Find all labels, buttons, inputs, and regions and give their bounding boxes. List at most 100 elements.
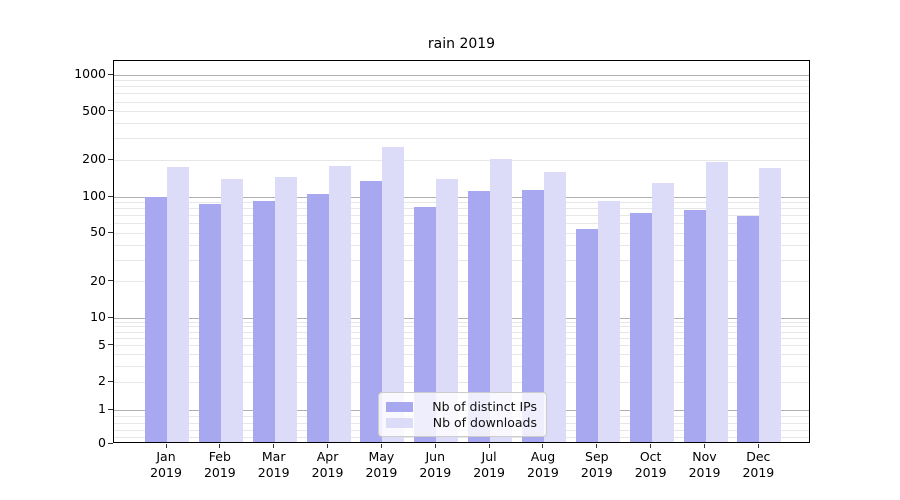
y-tick xyxy=(108,344,113,346)
minor-gridline xyxy=(114,326,809,328)
bar-distinct-ips xyxy=(737,215,760,442)
legend-swatch-distinct-ips xyxy=(386,401,413,412)
y-tick-label: 10 xyxy=(90,309,106,324)
x-tick-year: 2019 xyxy=(419,464,452,480)
x-tick-month: Apr xyxy=(316,449,339,464)
x-tick xyxy=(219,444,221,448)
minor-gridline xyxy=(114,123,809,125)
bar-downloads xyxy=(543,171,566,442)
major-gridline xyxy=(114,317,809,319)
bar-downloads xyxy=(167,167,189,442)
y-tick-label: 20 xyxy=(90,272,106,288)
minor-gridline xyxy=(114,232,809,234)
minor-gridline xyxy=(114,345,809,347)
bar-distinct-ips xyxy=(252,200,275,442)
minor-gridline xyxy=(114,244,809,246)
x-tick-year: 2019 xyxy=(688,464,721,480)
minor-gridline xyxy=(114,215,809,217)
x-tick-month: Jul xyxy=(481,449,497,464)
minor-gridline xyxy=(114,354,809,356)
x-tick-year: 2019 xyxy=(365,464,398,480)
y-tick-label: 50 xyxy=(90,224,106,240)
bar-distinct-ips xyxy=(145,197,167,442)
minor-gridline xyxy=(114,93,809,95)
minor-gridline xyxy=(114,281,809,283)
minor-gridline xyxy=(114,86,809,88)
bar-downloads xyxy=(328,165,351,442)
y-tick xyxy=(108,380,113,382)
x-tick xyxy=(596,444,598,448)
minor-gridline xyxy=(114,101,809,103)
y-tick-label: 0 xyxy=(98,435,106,450)
x-tick-year: 2019 xyxy=(203,464,236,480)
y-tick xyxy=(108,442,113,444)
y-tick xyxy=(108,231,113,233)
x-tick-year: 2019 xyxy=(257,464,290,480)
bar-downloads xyxy=(220,179,243,442)
x-tick-month: Nov xyxy=(692,449,717,464)
x-tick-label: Apr 2019 xyxy=(300,449,356,480)
x-tick-label: Dec 2019 xyxy=(730,449,786,480)
x-tick-year: 2019 xyxy=(742,464,775,480)
x-tick-label: Jun 2019 xyxy=(407,449,463,480)
y-tick-label: 1 xyxy=(98,401,106,416)
bar-downloads xyxy=(705,161,728,442)
minor-gridline xyxy=(114,365,809,367)
minor-gridline xyxy=(114,80,809,82)
bar-downloads xyxy=(274,176,297,442)
x-tick-month: Jan xyxy=(156,449,176,464)
y-tick-label: 2 xyxy=(98,373,106,389)
y-tick xyxy=(108,195,113,197)
x-tick-year: 2019 xyxy=(527,464,559,480)
chart-title: rain 2019 xyxy=(427,36,496,52)
minor-gridline xyxy=(114,159,809,161)
minor-gridline xyxy=(114,436,809,438)
minor-gridline xyxy=(114,259,809,261)
minor-gridline xyxy=(114,337,809,339)
minor-gridline xyxy=(114,331,809,333)
x-tick-month: Dec xyxy=(746,449,771,464)
bar-distinct-ips xyxy=(306,193,329,442)
x-tick-label: Jul 2019 xyxy=(461,449,517,480)
x-tick xyxy=(273,444,275,448)
x-tick-year: 2019 xyxy=(473,464,505,480)
x-tick xyxy=(757,444,759,448)
bar-distinct-ips xyxy=(629,212,652,442)
minor-gridline xyxy=(114,321,809,323)
x-tick-label: Mar 2019 xyxy=(246,449,302,480)
bar-downloads xyxy=(759,167,782,442)
bar-distinct-ips xyxy=(683,210,706,442)
major-gridline xyxy=(114,196,809,198)
bar-distinct-ips xyxy=(198,203,221,442)
y-tick xyxy=(108,408,113,410)
x-tick-label: Feb 2019 xyxy=(192,449,248,480)
x-tick-month: Oct xyxy=(639,449,662,464)
y-tick-label: 200 xyxy=(82,151,106,167)
x-tick xyxy=(488,444,490,448)
legend: Nb of distinct IPs Nb of downloads xyxy=(378,392,547,437)
y-tick-label: 1000 xyxy=(74,66,106,81)
y-tick-label: 500 xyxy=(82,102,106,118)
y-tick xyxy=(108,73,113,75)
x-tick-month: Jun xyxy=(425,449,446,464)
x-tick-label: Jan 2019 xyxy=(138,449,194,480)
bar-distinct-ips xyxy=(468,190,491,442)
x-tick-month: May xyxy=(368,449,395,464)
x-tick xyxy=(165,444,167,448)
x-tick xyxy=(542,444,544,448)
x-tick-month: Aug xyxy=(530,449,556,464)
legend-label-distinct-ips: Nb of distinct IPs xyxy=(432,399,537,414)
x-tick-label: Nov 2019 xyxy=(677,449,733,480)
y-tick xyxy=(108,316,113,318)
minor-gridline xyxy=(114,202,809,204)
major-gridline xyxy=(114,74,809,76)
x-tick-month: Mar xyxy=(261,449,286,464)
bar-downloads xyxy=(651,182,674,442)
y-tick-label: 100 xyxy=(82,188,106,203)
x-tick-year: 2019 xyxy=(150,464,182,480)
bar-downloads xyxy=(597,201,620,442)
x-tick-month: Sep xyxy=(585,449,609,464)
legend-label-downloads: Nb of downloads xyxy=(432,415,537,430)
bar-distinct-ips xyxy=(360,180,383,442)
